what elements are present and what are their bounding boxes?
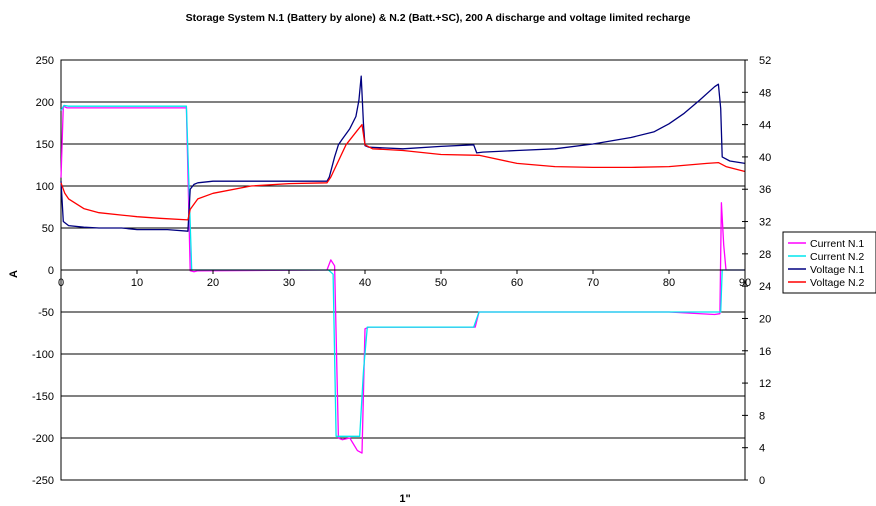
x-tick-label: 50: [435, 277, 447, 289]
x-tick-label: 20: [207, 277, 219, 289]
y2-tick-label: 32: [759, 217, 771, 229]
y2-tick-label: 12: [759, 378, 771, 390]
x-tick-label: 60: [511, 277, 523, 289]
legend-label: Voltage N.2: [810, 277, 864, 289]
chart-title: Storage System N.1 (Battery by alone) & …: [186, 12, 691, 24]
x-axis-label: 1": [399, 493, 410, 505]
y-tick-label: -100: [32, 349, 54, 361]
y-tick-label: 200: [36, 97, 54, 109]
y2-tick-label: 52: [759, 55, 771, 67]
y-tick-label: 150: [36, 139, 54, 151]
x-tick-label: 70: [587, 277, 599, 289]
x-tick-label: 80: [663, 277, 675, 289]
y-axis-label: A: [8, 270, 20, 278]
x-tick-label: 0: [58, 277, 64, 289]
y-tick-label: -200: [32, 433, 54, 445]
x-axis: 0 10 20 30 40 50 60 70 80 90: [58, 269, 751, 289]
legend-box: [782, 231, 876, 294]
legend-label: Current N.1: [810, 238, 864, 250]
series-line-current-n-2: [60, 104, 745, 437]
y2-tick-label: 40: [759, 152, 771, 164]
legend-label: Voltage N.1: [810, 264, 864, 276]
series-line-voltage-n-1: [60, 75, 746, 232]
x-tick-label: 90: [739, 277, 751, 289]
y2-tick-label: 20: [759, 313, 771, 325]
legend-label: Current N.2: [810, 251, 864, 263]
y-tick-label: -150: [32, 391, 54, 403]
y-tick-label: -50: [38, 307, 54, 319]
y2-tick-label: 36: [759, 184, 771, 196]
x-tick-label: 10: [131, 277, 143, 289]
series-line-voltage-n-2: [60, 123, 746, 221]
y2-tick-label: 0: [759, 475, 765, 487]
y-tick-label: 250: [36, 55, 54, 67]
y-tick-label: 50: [42, 223, 54, 235]
y2-tick-label: 8: [759, 410, 765, 422]
y2-tick-label: 48: [759, 87, 771, 99]
x-tick-label: 40: [359, 277, 371, 289]
y2-tick-label: 16: [759, 346, 771, 358]
y2-tick-label: 28: [759, 249, 771, 261]
x-tick-label: 30: [283, 277, 295, 289]
series-lines: [60, 75, 746, 454]
y-tick-label: 0: [48, 265, 54, 277]
y2-tick-label: 24: [759, 281, 771, 293]
y2-tick-label: 44: [759, 120, 771, 132]
y2-tick-label: 4: [759, 443, 765, 455]
y-tick-label: 100: [36, 181, 54, 193]
series-line-current-n-1: [60, 105, 745, 454]
left-axis: -250 -200 -150 -100 -50 0 50 100 150 200 250: [32, 55, 54, 487]
gridlines: [61, 101, 745, 439]
y-tick-label: -250: [32, 475, 54, 487]
